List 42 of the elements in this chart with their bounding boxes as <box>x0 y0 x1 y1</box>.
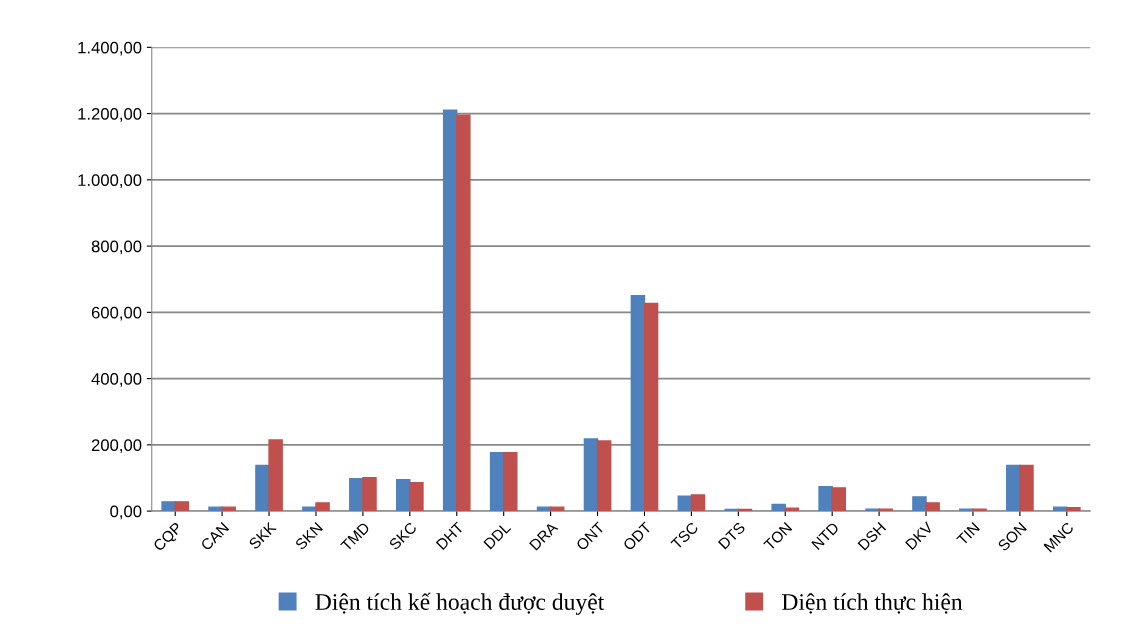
bar <box>818 485 833 512</box>
y-tick-label: 800,00 <box>91 240 142 255</box>
y-tick-label: 200,00 <box>91 439 142 454</box>
y-tick-label: 1.400,00 <box>78 41 142 56</box>
bar <box>1052 506 1068 512</box>
bar <box>409 481 424 512</box>
bar <box>208 506 223 512</box>
bar <box>596 440 612 512</box>
bar <box>549 506 565 512</box>
bar <box>771 503 786 512</box>
legend-label: Diện tích thực hiện <box>782 593 963 614</box>
bar <box>583 438 599 512</box>
y-tick-label: 400,00 <box>91 373 142 387</box>
bar <box>174 501 190 512</box>
legend-label: Diện tích kế hoạch được duyệt <box>315 592 605 615</box>
x-tick-label: DDL <box>483 521 512 550</box>
bar <box>489 452 505 512</box>
bar <box>315 502 330 512</box>
bar <box>690 494 706 512</box>
bar <box>396 478 411 512</box>
bar <box>912 496 927 512</box>
bar <box>161 501 176 512</box>
bar <box>456 114 471 512</box>
bar <box>831 487 847 512</box>
x-tick-label: TIN <box>956 522 980 546</box>
y-tick-label: 1.200,00 <box>78 107 142 122</box>
bar <box>925 502 940 512</box>
y-tick-label: 1.000,00 <box>78 174 142 189</box>
bar <box>502 452 518 512</box>
bar <box>221 506 236 512</box>
bar <box>268 439 283 512</box>
y-tick-label: 0,00 <box>110 505 142 520</box>
bar <box>1066 507 1081 512</box>
bar <box>362 476 377 512</box>
bar <box>1019 464 1034 512</box>
bar <box>784 507 800 512</box>
bar <box>630 295 646 512</box>
x-tick-label: TSC <box>670 521 699 551</box>
bar <box>643 302 659 512</box>
y-tick-label: 600,00 <box>91 306 142 321</box>
bar <box>302 506 317 512</box>
bar <box>536 506 552 512</box>
